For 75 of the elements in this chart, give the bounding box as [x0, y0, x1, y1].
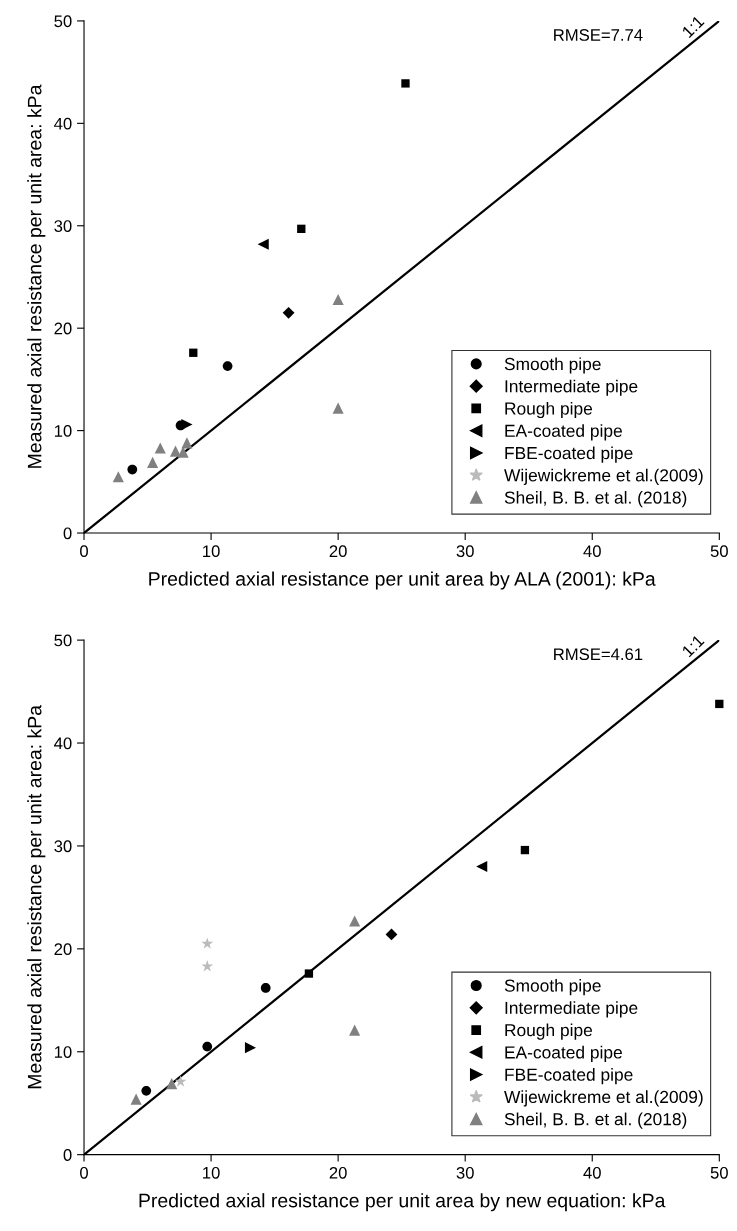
legend-label: Sheil, B. B. et al. (2018) — [504, 490, 687, 508]
legend-label: FBE-coated pipe — [505, 446, 633, 463]
point — [349, 1024, 361, 1036]
point — [174, 1075, 187, 1087]
y-axis-title: Measured axial resistance per unit area: kPa — [27, 84, 46, 468]
point — [181, 418, 193, 431]
point — [201, 960, 214, 972]
x-tick-label: 10 — [203, 1166, 220, 1179]
annotation: 1:1 — [681, 634, 705, 658]
legend-label: EA-coated pipe — [505, 424, 622, 441]
y-tick-label: 30 — [54, 220, 72, 232]
y-tick-label: 40 — [54, 117, 72, 130]
point — [260, 983, 271, 993]
point — [181, 437, 193, 449]
point — [520, 845, 530, 855]
y-tick-label: 50 — [54, 634, 72, 647]
y-tick-label: 20 — [54, 322, 72, 335]
legend-label: Wijewickreme et al.(2009) — [504, 1090, 703, 1107]
y-tick-label: 10 — [54, 1046, 72, 1058]
point — [332, 402, 344, 414]
point — [401, 79, 410, 88]
annotation: RMSE=7.74 — [554, 29, 643, 41]
point — [282, 306, 295, 319]
legend-label: Sheil, B. B. et al. (2018) — [504, 1112, 687, 1129]
y-axis-title: Measured axial resistance per unit area: kPa — [27, 705, 46, 1089]
x-tick-label: 20 — [329, 1166, 347, 1179]
y-tick-label: 50 — [54, 15, 72, 28]
x-tick-label: 10 — [203, 545, 220, 558]
point — [304, 969, 314, 978]
legend-label: EA-coated pipe — [505, 1045, 622, 1062]
point — [244, 1042, 257, 1054]
y-tick-label: 40 — [54, 737, 72, 750]
point — [257, 238, 269, 250]
point — [127, 464, 138, 475]
legend-label: Intermediate pipe — [505, 1001, 638, 1018]
annotation: RMSE=4.61 — [554, 648, 643, 661]
x-tick-label: 0 — [80, 545, 88, 558]
point — [349, 915, 361, 927]
legend-label: Rough pipe — [505, 401, 593, 419]
point — [130, 1093, 142, 1105]
point — [202, 1041, 213, 1052]
x-axis-title: Predicted axial resistance per unit area by ALA (2001): kPa — [149, 571, 656, 590]
y-tick-label: 0 — [63, 527, 72, 540]
x-tick-label: 20 — [329, 545, 347, 558]
x-tick-label: 50 — [710, 1166, 728, 1179]
legend-label: Intermediate pipe — [505, 379, 638, 396]
point — [332, 293, 344, 306]
legend-label: Smooth pipe — [504, 357, 601, 374]
point — [476, 860, 488, 873]
point — [715, 699, 724, 709]
legend-label: Smooth pipe — [504, 979, 601, 996]
x-tick-label: 0 — [80, 1166, 88, 1179]
annotation: 1:1 — [681, 15, 705, 39]
x-axis-title: Predicted axial resistance per unit area by new equation: kPa — [139, 1193, 666, 1212]
legend-label: FBE-coated pipe — [505, 1068, 633, 1085]
x-tick-label: 30 — [456, 1166, 474, 1179]
point — [141, 1086, 152, 1096]
x-tick-label: 50 — [710, 545, 728, 558]
legend-label: Rough pipe — [505, 1023, 593, 1040]
y-tick-label: 10 — [54, 425, 72, 437]
x-tick-label: 40 — [583, 1166, 601, 1179]
point — [147, 456, 159, 468]
point — [112, 471, 124, 483]
point — [154, 442, 166, 454]
point — [166, 1078, 178, 1090]
y-tick-label: 30 — [54, 840, 72, 853]
legend-label: Wijewickreme et al.(2009) — [504, 468, 703, 485]
y-tick-label: 0 — [63, 1149, 72, 1161]
x-tick-label: 30 — [456, 545, 474, 558]
point — [201, 937, 214, 949]
point — [297, 224, 306, 233]
x-tick-label: 40 — [583, 545, 601, 558]
y-tick-label: 20 — [54, 943, 72, 956]
point — [189, 348, 198, 357]
point — [222, 361, 233, 371]
